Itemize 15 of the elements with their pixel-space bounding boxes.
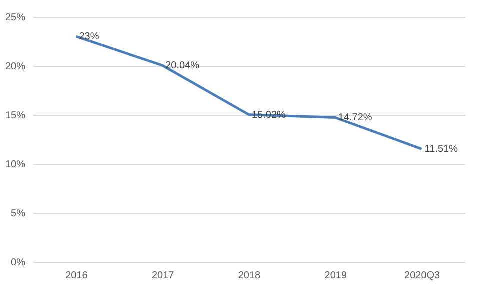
x-tick-label: 2016: [66, 270, 88, 282]
x-tick-label: 2020Q3: [404, 270, 441, 282]
x-tick-label: 2019: [324, 270, 348, 282]
x-tick-label: 2018: [238, 270, 262, 282]
y-tick-label: 20%: [5, 62, 26, 72]
y-tick-label: 15%: [5, 110, 26, 122]
y-tick-label: 0%: [11, 258, 26, 268]
data-label: 20.04%: [166, 60, 200, 72]
data-label: 23%: [79, 32, 100, 43]
y-tick-label: 5%: [11, 208, 26, 220]
x-tick-label: 2017: [152, 270, 175, 282]
y-tick-label: 10%: [5, 160, 26, 170]
y-tick-label: 25%: [5, 12, 26, 24]
data-label: 11.51%: [424, 144, 458, 156]
data-label: 14.72%: [338, 112, 372, 124]
